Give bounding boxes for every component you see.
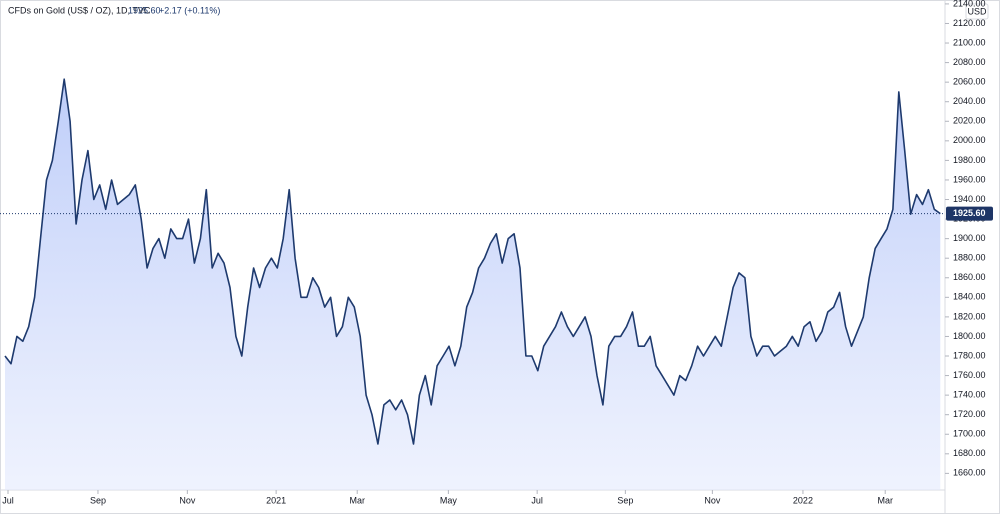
plot bbox=[4, 78, 941, 490]
change: +2.17 (+0.11%) bbox=[159, 5, 220, 15]
y-tick-label: 1980.00 bbox=[953, 155, 986, 165]
last-price-label: 1925.60 bbox=[953, 208, 986, 218]
y-tick-label: 1740.00 bbox=[953, 390, 986, 400]
y-tick-label: 1960.00 bbox=[953, 174, 986, 184]
y-tick-label: 1660.00 bbox=[953, 468, 986, 478]
y-tick-label: 1860.00 bbox=[953, 272, 986, 282]
y-tick-label: 2080.00 bbox=[953, 57, 986, 67]
price-line bbox=[4, 78, 941, 445]
x-tick-label: Jul bbox=[2, 495, 14, 505]
x-tick-label: Nov bbox=[179, 495, 196, 505]
y-tick-label: 1720.00 bbox=[953, 409, 986, 419]
y-tick-label: 1900.00 bbox=[953, 233, 986, 243]
x-tick-label: May bbox=[440, 495, 458, 505]
x-tick-label: Jul bbox=[531, 495, 543, 505]
y-tick-label: 1700.00 bbox=[953, 429, 986, 439]
y-tick-label: 2120.00 bbox=[953, 18, 986, 28]
x-tick-label: 2021 bbox=[266, 495, 286, 505]
x-tick-label: Sep bbox=[617, 495, 633, 505]
x-tick-label: Nov bbox=[704, 495, 721, 505]
last-price-tag bbox=[946, 206, 993, 221]
y-tick-label: 1940.00 bbox=[953, 194, 986, 204]
y-tick-label: 2100.00 bbox=[953, 37, 986, 47]
price: 1925.60 bbox=[128, 5, 161, 15]
y-tick-label: 1760.00 bbox=[953, 370, 986, 380]
y-tick-label: 2020.00 bbox=[953, 116, 986, 126]
symbol: CFDs on Gold (US$ / OZ), 1D, TVC bbox=[8, 5, 151, 15]
area-fill bbox=[5, 79, 941, 490]
currency[interactable]: USD bbox=[967, 6, 987, 16]
currency-box[interactable] bbox=[965, 3, 989, 20]
y-tick-label: 2140.00 bbox=[953, 0, 986, 8]
y-tick-label: 1680.00 bbox=[953, 448, 986, 458]
y-tick-label: 1820.00 bbox=[953, 311, 986, 321]
y-tick-label: 1880.00 bbox=[953, 253, 986, 263]
y-tick-label: 2040.00 bbox=[953, 96, 986, 106]
y-tick-label: 1780.00 bbox=[953, 350, 986, 360]
y-tick-label: 2000.00 bbox=[953, 135, 986, 145]
x-tick-label: 2022 bbox=[793, 495, 813, 505]
y-tick-label: 2060.00 bbox=[953, 77, 986, 87]
x-tick-label: Mar bbox=[877, 495, 893, 505]
y-tick-label: 1840.00 bbox=[953, 292, 986, 302]
x-tick-label: Sep bbox=[90, 495, 106, 505]
x-tick-label: Mar bbox=[349, 495, 365, 505]
y-tick-label: 1800.00 bbox=[953, 331, 986, 341]
